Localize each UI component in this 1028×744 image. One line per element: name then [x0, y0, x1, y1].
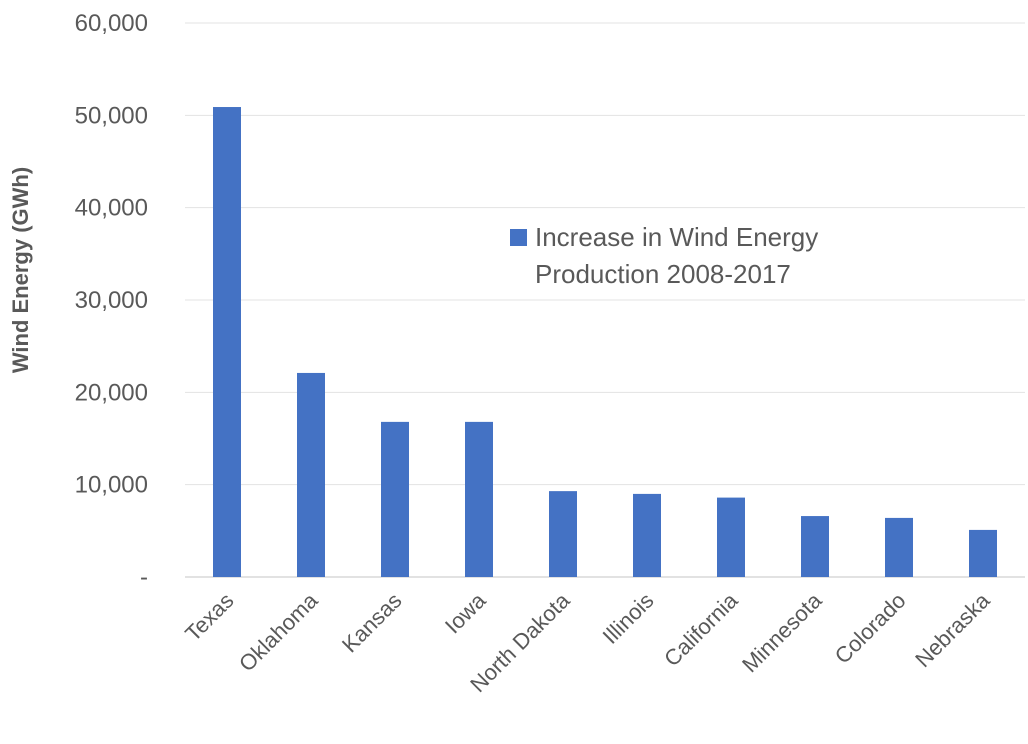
bar-california [717, 497, 745, 577]
legend-swatch [510, 229, 527, 246]
x-tick-label: Texas [180, 588, 238, 646]
bar-oklahoma [297, 372, 325, 577]
y-tick-label: - [140, 564, 148, 591]
bar-north-dakota [549, 491, 577, 577]
bar-minnesota [801, 516, 829, 577]
legend: Increase in Wind Energy Production 2008-… [510, 222, 818, 289]
y-tick-label: 60,000 [75, 10, 148, 37]
bar-illinois [633, 493, 661, 577]
y-tick-label: 40,000 [75, 195, 148, 222]
x-tick-label: Iowa [440, 587, 491, 638]
y-tick-label: 30,000 [75, 287, 148, 314]
legend-label-line-2: Production 2008-2017 [535, 259, 791, 289]
y-tick-label: 10,000 [75, 472, 148, 499]
x-tick-label: Illinois [598, 588, 659, 649]
y-axis-title: Wind Energy (GWh) [8, 167, 33, 373]
x-tick-label: Oklahoma [234, 587, 323, 676]
bar-colorado [885, 517, 913, 577]
x-tick-label: California [659, 587, 743, 671]
x-tick-label: Kansas [337, 588, 407, 658]
bars [213, 107, 997, 578]
x-tick-label: Colorado [830, 588, 911, 669]
y-tick-label: 50,000 [75, 102, 148, 129]
legend-label-line-1: Increase in Wind Energy [535, 222, 818, 252]
x-tick-label: Nebraska [910, 587, 995, 672]
bar-kansas [381, 421, 409, 577]
bar-nebraska [969, 529, 997, 577]
y-axis-tick-labels: - 10,000 20,000 30,000 40,000 50,000 60,000 [75, 10, 148, 591]
bar-texas [213, 107, 241, 578]
y-tick-label: 20,000 [75, 379, 148, 406]
x-tick-label: Minnesota [737, 587, 827, 677]
bar-iowa [465, 421, 493, 577]
